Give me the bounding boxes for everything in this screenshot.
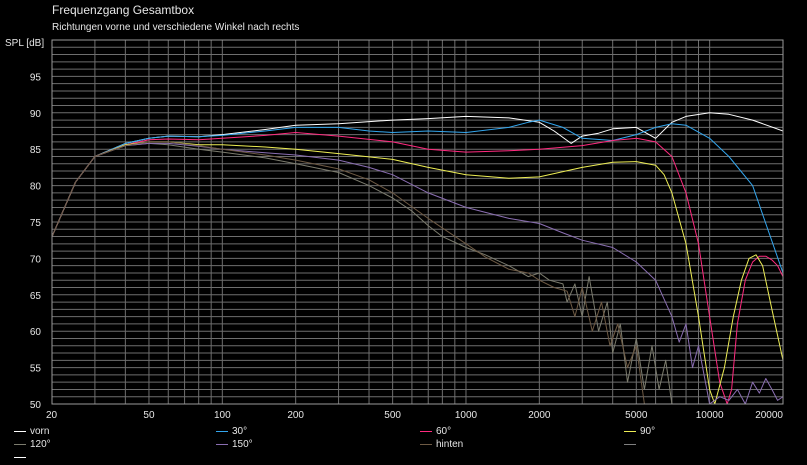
y-tick-label: 55	[30, 364, 42, 375]
x-tick-label: 20000	[755, 410, 783, 421]
x-tick-label: 2000	[528, 410, 551, 421]
grid-lines	[51, 39, 784, 405]
y-axis-label: SPL [dB]	[5, 38, 45, 49]
chart-title: Frequenzgang Gesamtbox	[52, 3, 195, 17]
series-line-4	[52, 142, 673, 404]
y-tick-labels: 50 55 60 65 70 75 80 85 90 95	[30, 72, 42, 411]
x-tick-label: 50	[143, 410, 155, 421]
legend-swatch	[216, 430, 228, 432]
legend-swatch	[624, 430, 636, 432]
y-tick-label: 95	[30, 72, 42, 83]
legend-label: 60°	[436, 426, 452, 437]
y-tick-label: 90	[30, 109, 42, 120]
legend-label: hinten	[436, 439, 464, 450]
legend-label: 90°	[640, 426, 656, 437]
legend-label: 150°	[232, 439, 253, 450]
legend-label: 120°	[30, 439, 51, 450]
legend: vorn 30° 60° 90° 120° 150° hinten	[0, 426, 807, 465]
series-line-2	[52, 132, 783, 404]
x-tick-label: 500	[384, 410, 401, 421]
y-tick-label: 60	[30, 327, 42, 338]
y-tick-label: 50	[30, 400, 42, 411]
legend-item: 60°	[420, 426, 451, 437]
legend-swatch	[624, 443, 636, 445]
legend-item: vorn	[14, 426, 49, 437]
legend-swatch	[216, 443, 228, 445]
legend-swatch	[14, 430, 26, 432]
legend-label: vorn	[30, 426, 50, 437]
chart-subtitle: Richtungen vorne und verschiedene Winkel…	[52, 22, 300, 33]
x-tick-label: 1000	[455, 410, 478, 421]
x-tick-label: 10000	[696, 410, 724, 421]
legend-item: 90°	[624, 426, 655, 437]
series-line-5	[52, 142, 783, 404]
legend-swatch	[420, 430, 432, 432]
legend-item: 30°	[216, 426, 247, 437]
series-line-1	[52, 119, 783, 274]
legend-item: 120°	[14, 439, 51, 450]
x-tick-label: 20	[46, 410, 58, 421]
x-tick-label: 100	[214, 410, 231, 421]
legend-swatch	[420, 443, 432, 445]
y-tick-label: 70	[30, 254, 42, 265]
x-tick-labels: 20 50 100 200 500 1000 2000 5000 10000 20000	[46, 410, 783, 421]
legend-item	[14, 452, 30, 463]
legend-item: 150°	[216, 439, 253, 450]
legend-swatch	[14, 456, 26, 458]
legend-item	[624, 439, 640, 450]
x-tick-label: 5000	[625, 410, 648, 421]
legend-label: 30°	[232, 426, 248, 437]
series-line-6	[52, 141, 645, 404]
y-tick-label: 85	[30, 145, 42, 156]
y-tick-label: 80	[30, 182, 42, 193]
legend-swatch	[14, 443, 26, 445]
y-tick-label: 65	[30, 291, 42, 302]
legend-item: hinten	[420, 439, 463, 450]
series-lines	[52, 112, 783, 404]
y-tick-label: 75	[30, 218, 42, 229]
plot-frame	[51, 39, 784, 405]
frequency-response-chart: 20 50 100 200 500 1000 2000 5000 10000 20000 50 55…	[30, 39, 784, 421]
x-tick-label: 200	[287, 410, 304, 421]
